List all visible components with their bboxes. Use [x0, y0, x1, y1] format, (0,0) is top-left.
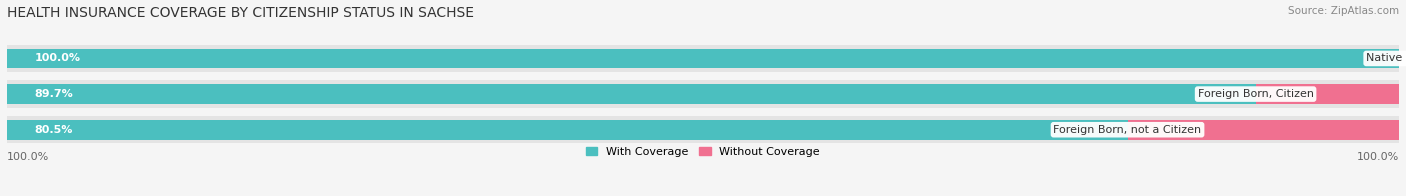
Text: 100.0%: 100.0% [7, 152, 49, 162]
Bar [7, 49, 1399, 68]
Bar [7, 45, 1399, 72]
Text: 100.0%: 100.0% [35, 54, 82, 64]
Text: Native Born: Native Born [1367, 54, 1406, 64]
Bar [1128, 120, 1399, 140]
Bar [7, 84, 1256, 104]
Text: Foreign Born, Citizen: Foreign Born, Citizen [1198, 89, 1313, 99]
Text: 80.5%: 80.5% [35, 125, 73, 135]
Bar [7, 116, 1399, 143]
Legend: With Coverage, Without Coverage: With Coverage, Without Coverage [586, 147, 820, 157]
Text: HEALTH INSURANCE COVERAGE BY CITIZENSHIP STATUS IN SACHSE: HEALTH INSURANCE COVERAGE BY CITIZENSHIP… [7, 6, 474, 20]
Text: 89.7%: 89.7% [35, 89, 73, 99]
Text: Source: ZipAtlas.com: Source: ZipAtlas.com [1288, 6, 1399, 16]
Bar [1256, 84, 1399, 104]
Bar [7, 120, 1128, 140]
Text: Foreign Born, not a Citizen: Foreign Born, not a Citizen [1053, 125, 1202, 135]
Bar [7, 80, 1399, 108]
Text: 100.0%: 100.0% [1357, 152, 1399, 162]
